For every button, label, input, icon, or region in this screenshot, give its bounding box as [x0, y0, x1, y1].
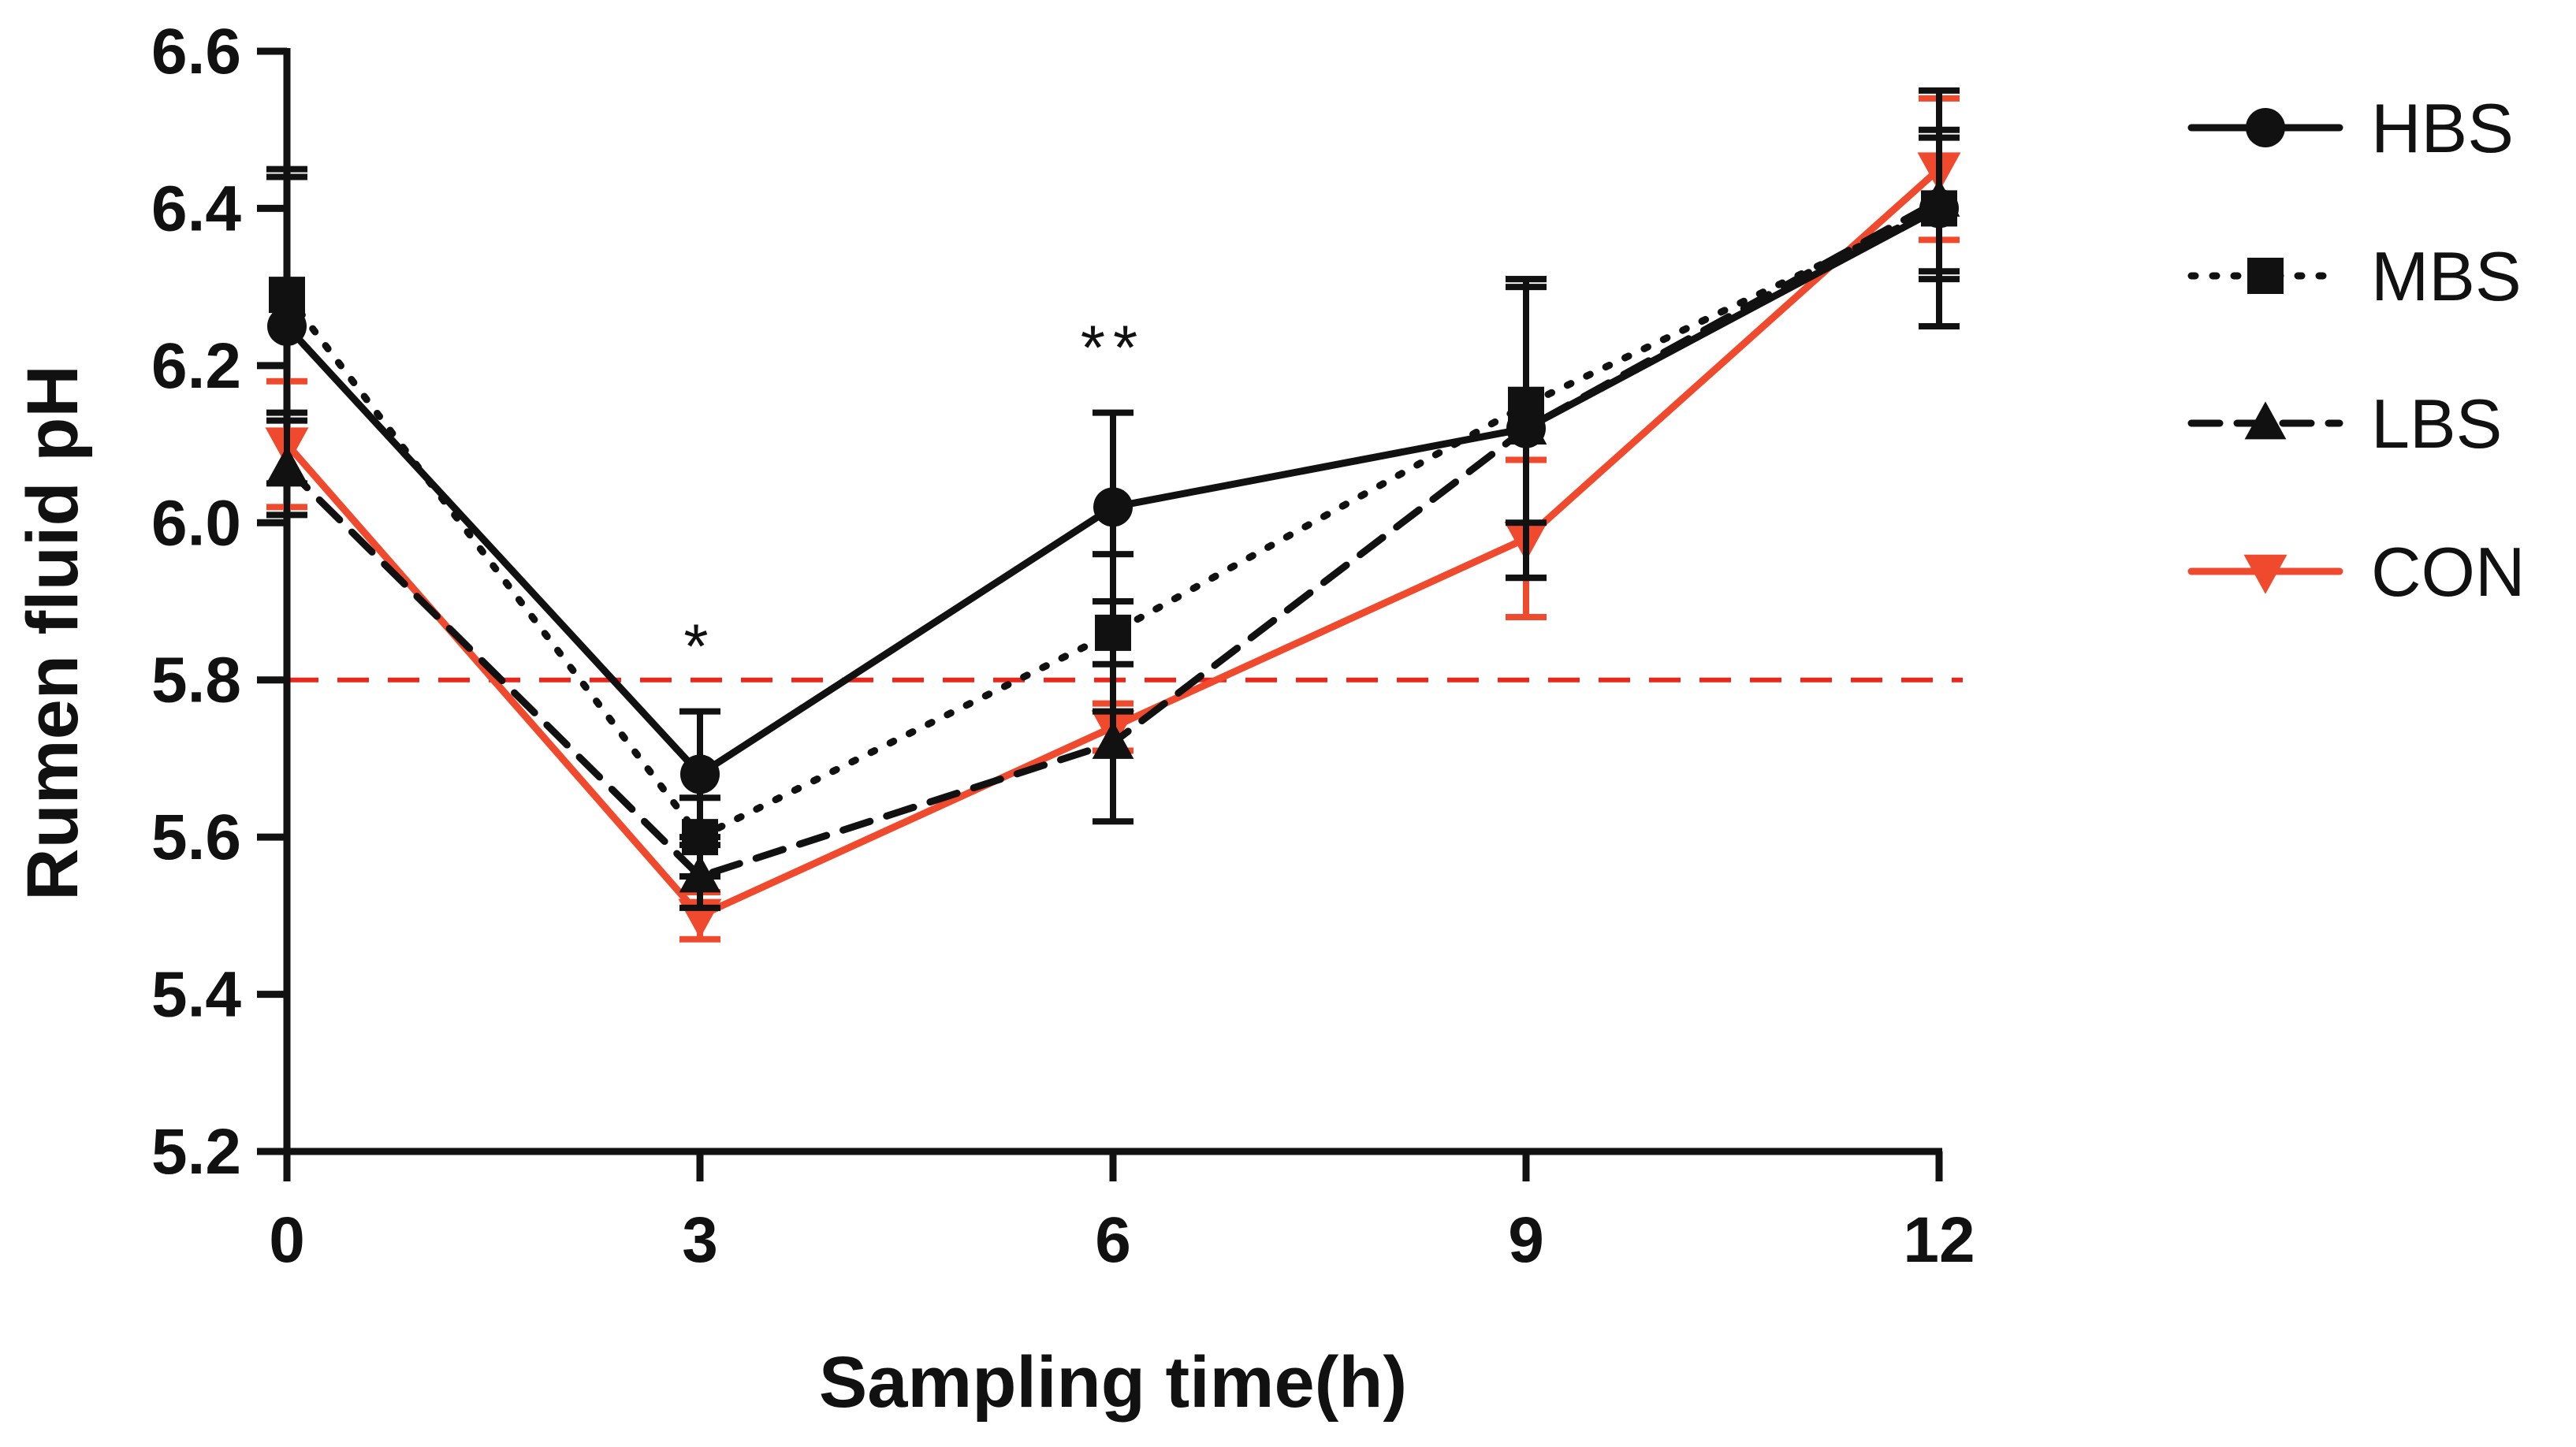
y-tick-label: 5.8 [151, 645, 241, 716]
data-point [1092, 720, 1134, 759]
legend-marker [2247, 258, 2284, 294]
x-tick-label: 3 [682, 1204, 718, 1276]
legend-label: MBS [2371, 237, 2522, 315]
data-point [680, 754, 720, 794]
legend-marker [2243, 554, 2288, 594]
legend-item-hbs: HBS [2187, 89, 2514, 167]
series-layer [265, 87, 1961, 943]
y-axis-title: Rumen fluid pH [13, 365, 93, 901]
x-tick-label: 12 [1903, 1204, 1975, 1276]
y-tick-label: 5.4 [151, 959, 241, 1031]
legend-label: LBS [2371, 385, 2502, 463]
legend-item-lbs: LBS [2187, 385, 2502, 463]
x-tick-label: 6 [1095, 1204, 1131, 1276]
x-ticks: 0 3 6 9 12 [269, 1151, 1975, 1276]
significance-marker: * [683, 612, 716, 682]
data-point [1095, 614, 1131, 651]
series-line [283, 204, 1943, 841]
y-tick-label: 6.4 [151, 173, 241, 244]
y-tick-label: 6.2 [151, 330, 241, 402]
y-tick-label: 6.0 [151, 487, 241, 559]
legend-label: CON [2371, 533, 2526, 611]
x-axis-title: Sampling time(h) [819, 1342, 1407, 1423]
data-point [1093, 487, 1133, 527]
legend-marker [2244, 401, 2287, 440]
legend: HBS MBS LBS CON [2187, 89, 2526, 611]
legend-item-mbs: MBS [2187, 237, 2522, 315]
data-point [1919, 188, 1959, 229]
legend-marker [2246, 108, 2285, 147]
significance-annotations: *** [683, 313, 1145, 682]
legend-label: HBS [2371, 89, 2514, 167]
x-tick-label: 0 [269, 1204, 305, 1276]
data-point [267, 307, 307, 346]
y-tick-label: 6.6 [151, 16, 241, 87]
y-tick-label: 5.6 [151, 802, 241, 873]
data-point [1506, 408, 1546, 448]
series-hbs [266, 87, 1960, 841]
y-ticks: 5.2 5.4 5.6 5.8 6.0 6.2 6.4 6.6 [151, 16, 287, 1188]
x-tick-label: 9 [1508, 1204, 1544, 1276]
y-tick-label: 5.2 [151, 1116, 241, 1188]
significance-marker: ** [1081, 313, 1145, 383]
legend-item-con: CON [2187, 533, 2526, 611]
